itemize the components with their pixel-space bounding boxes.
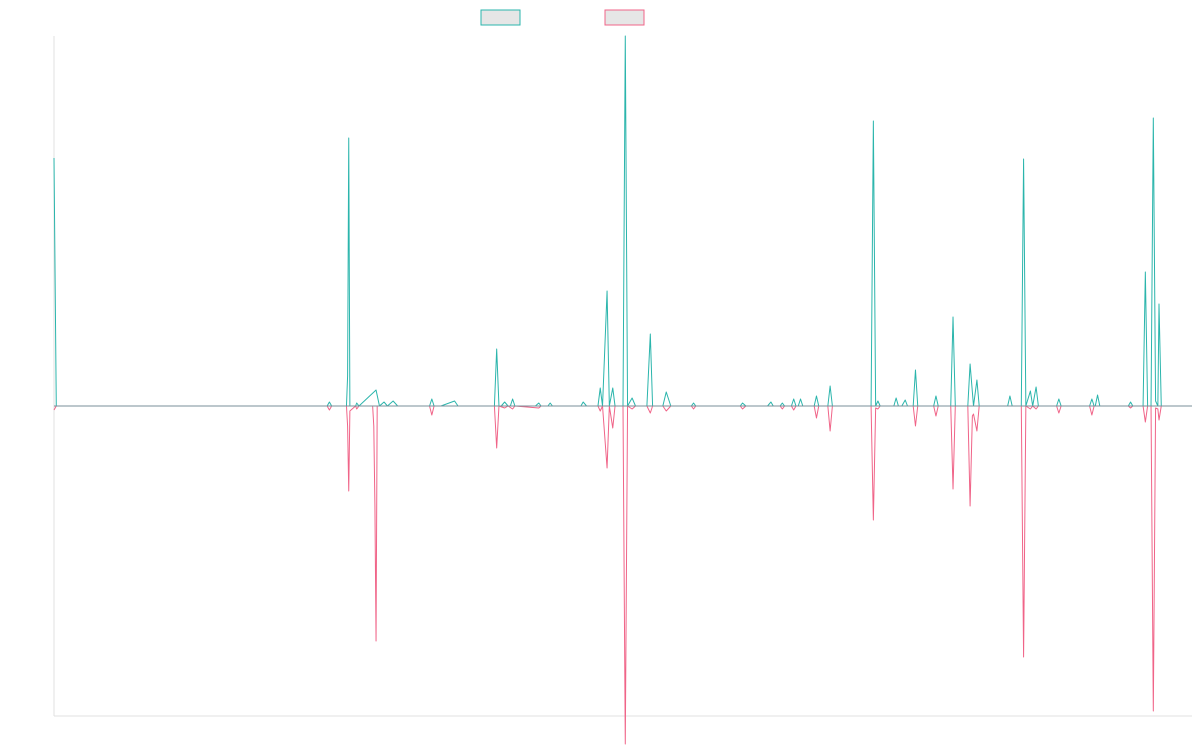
series-line-2 <box>53 405 1192 745</box>
legend <box>480 9 645 26</box>
legend-swatch-series-1[interactable] <box>480 9 521 26</box>
legend-swatch-series-2[interactable] <box>604 9 645 26</box>
series-line-1 <box>53 35 1192 407</box>
series-layer <box>53 35 1192 745</box>
plot-area <box>53 35 1192 745</box>
